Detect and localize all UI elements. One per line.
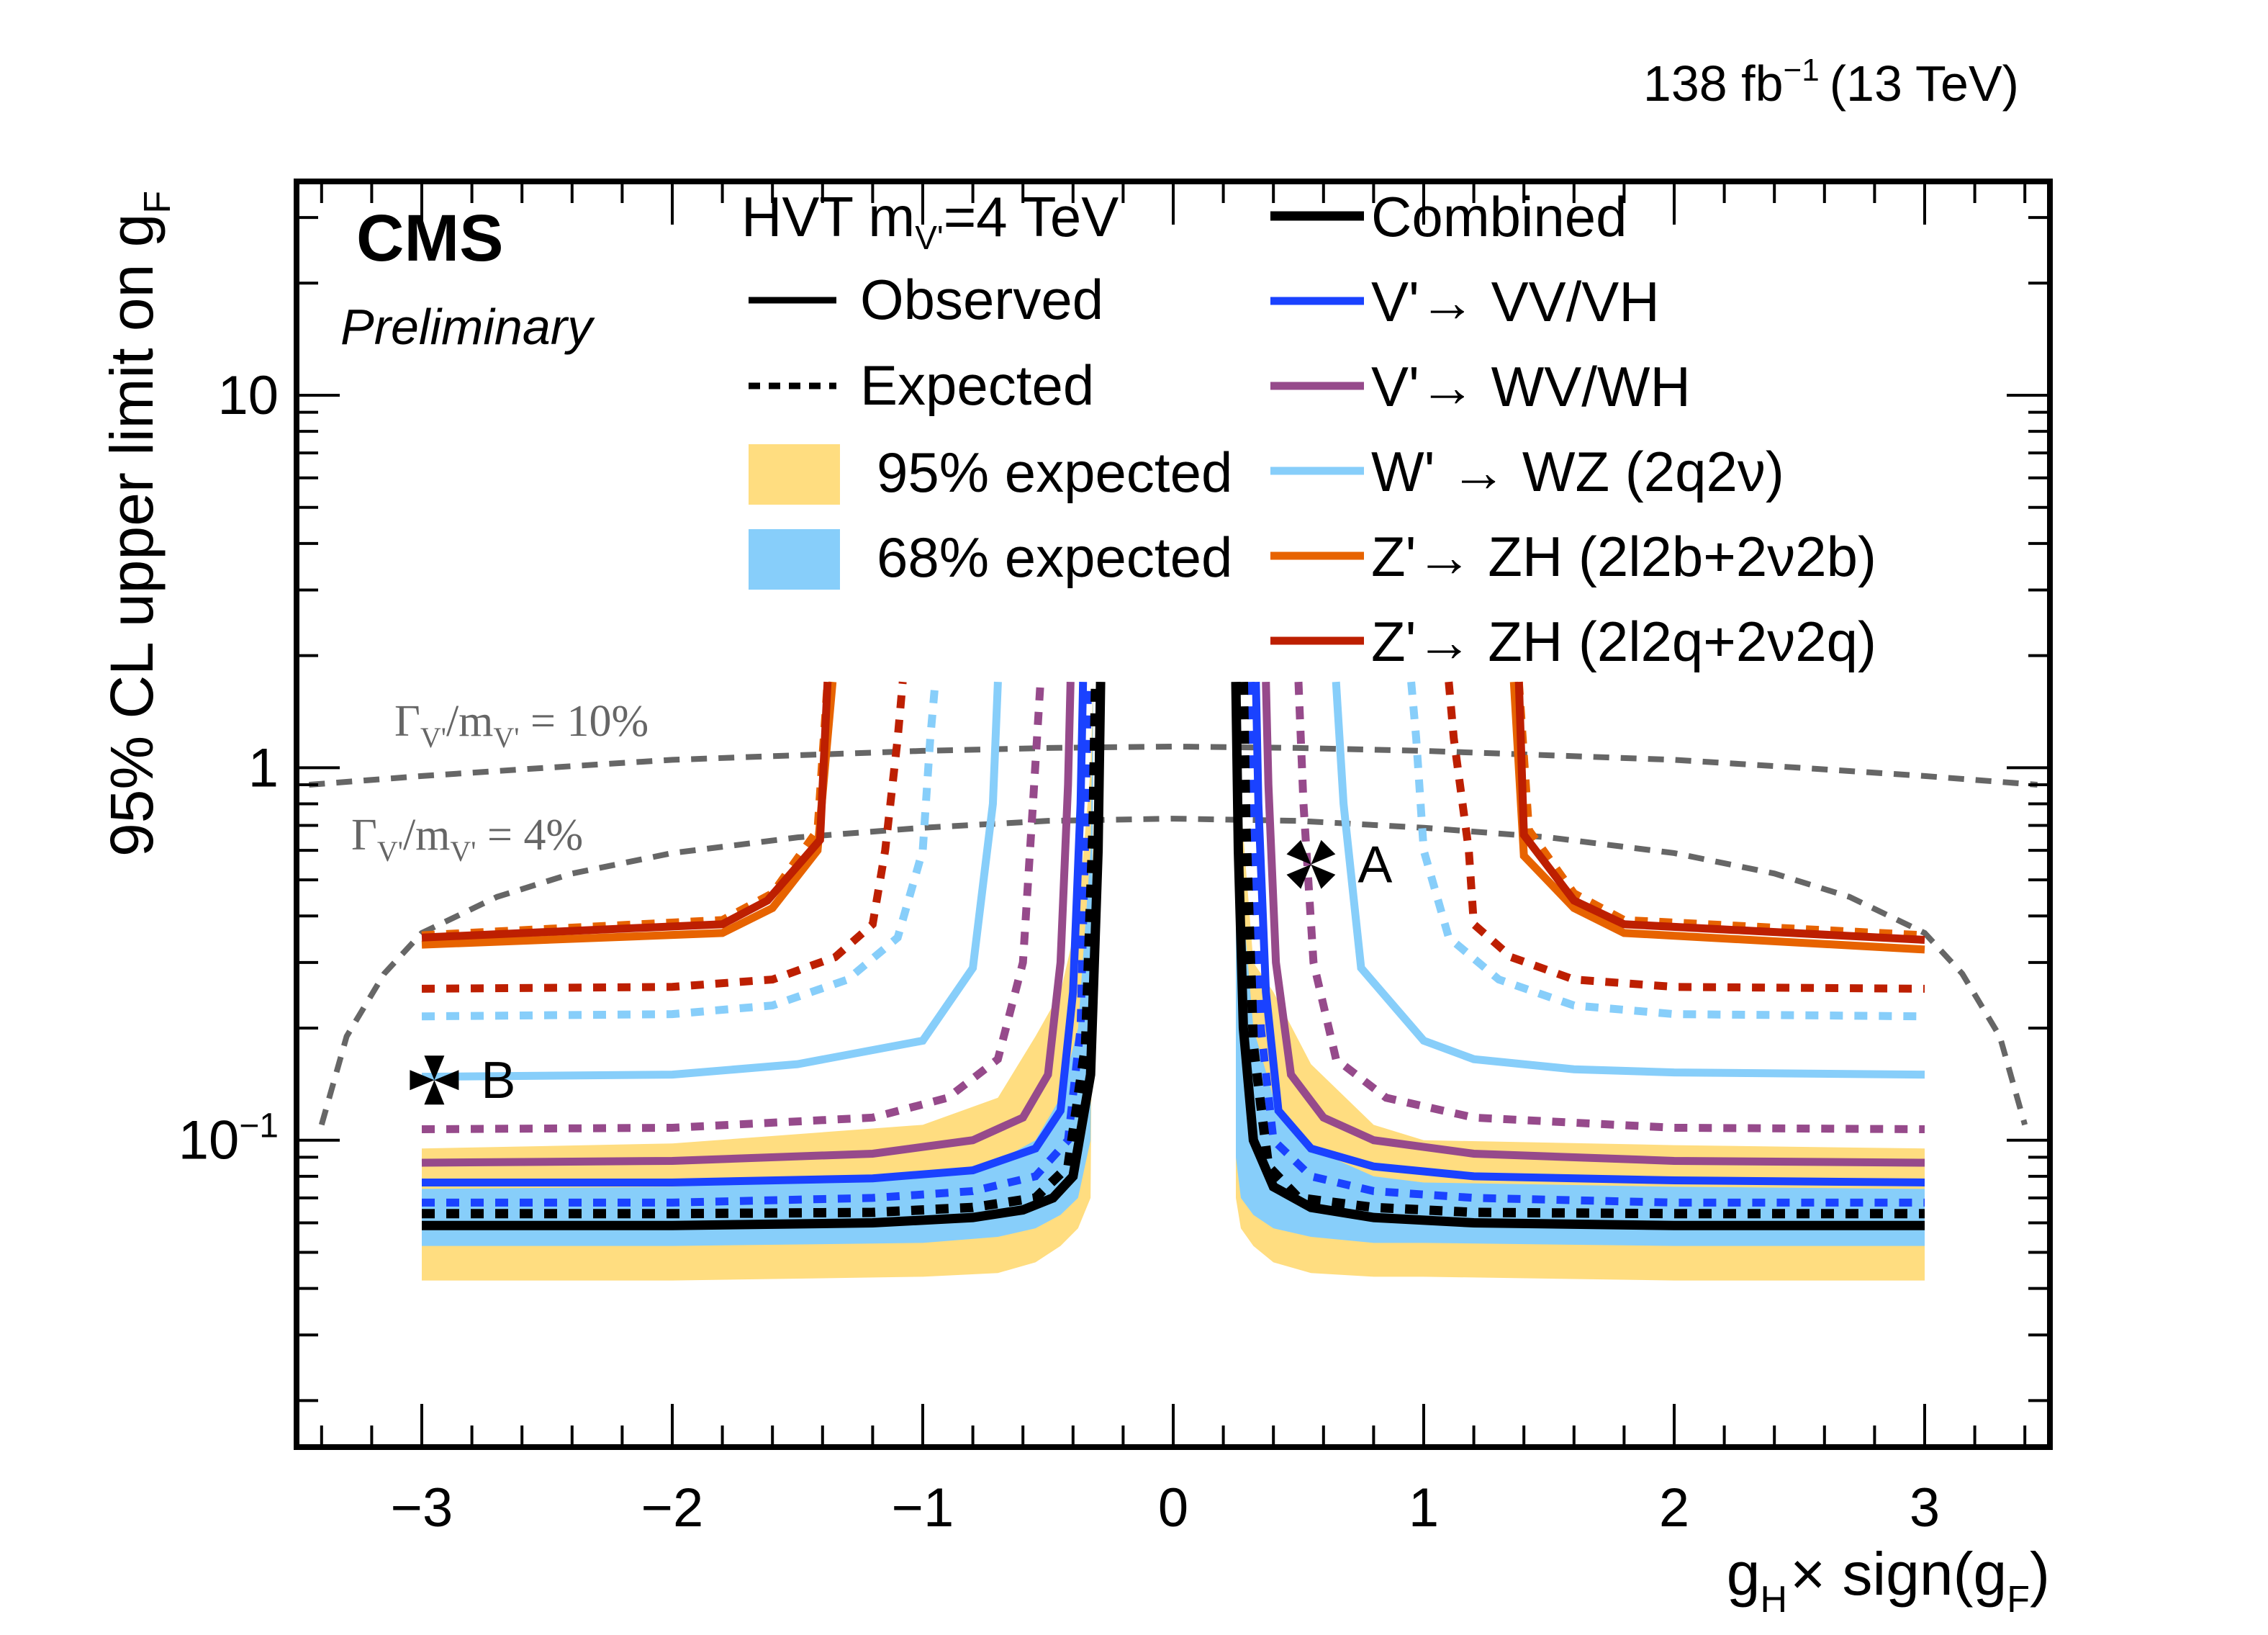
series-v-vv-vh-observed-right xyxy=(1252,682,1925,1186)
series-combined-observed-right xyxy=(1231,682,1925,1230)
legend-channel-label: Z'→ ZH (2l2q+2ν2q) xyxy=(1371,610,1876,673)
legend-observed-label: Observed xyxy=(860,268,1103,331)
legend: HVT mV'=4 TeV Observed Expected 95% expe… xyxy=(741,185,1876,673)
marker-a xyxy=(1286,839,1336,889)
y-tick-label: 1 xyxy=(248,737,279,798)
legend-95-label: 95% expected xyxy=(877,441,1232,504)
x-tick-label: −3 xyxy=(391,1477,453,1539)
lumi-label: 138 fb−1 (13 TeV) xyxy=(1643,53,2019,112)
x-tick-label: 1 xyxy=(1409,1477,1439,1539)
band-68-right xyxy=(1236,682,1925,1246)
marker-arm xyxy=(1286,864,1311,889)
legend-channel-label: W' → WZ (2q2ν) xyxy=(1371,440,1784,503)
x-tick-label: 3 xyxy=(1910,1477,1940,1539)
series-z-zh-2l2b-2-2b-observed-right xyxy=(1509,681,1925,954)
marker-arm xyxy=(1311,864,1336,889)
marker-arm xyxy=(424,1055,445,1081)
legend-expected-label: Expected xyxy=(860,353,1094,417)
y-tick-label: 10−1 xyxy=(179,1107,279,1171)
legend-channel-label: V'→ VV/VH xyxy=(1371,270,1660,333)
series-v-wv-wh-observed-right xyxy=(1262,681,1925,1167)
legend-header: HVT mV'=4 TeV xyxy=(741,185,1119,256)
series-v-vv-vh-expected-right xyxy=(1247,682,1925,1207)
marker-b-label: B xyxy=(481,1052,515,1109)
series-z-zh-2l2b-2-2b-expected-right xyxy=(1514,681,1925,940)
x-tick-label: −1 xyxy=(892,1477,954,1539)
legend-channel-label: Z'→ ZH (2l2b+2ν2b) xyxy=(1371,525,1876,588)
y-tick-label: 10 xyxy=(217,365,279,426)
legend-68-swatch xyxy=(749,529,840,590)
series-v-wv-wh-observed-left xyxy=(421,681,1075,1167)
preliminary-label: Preliminary xyxy=(340,299,595,355)
y-axis-title: 95% CL upper limit on gF xyxy=(98,191,179,857)
x-tick-label: 0 xyxy=(1158,1477,1188,1539)
series-combined-observed-left xyxy=(422,682,1106,1230)
marker-b xyxy=(410,1055,459,1105)
cms-label: CMS xyxy=(356,202,503,275)
width-contours xyxy=(309,743,2038,1126)
marker-arm xyxy=(434,1070,459,1091)
series-v-vv-vh-observed-left xyxy=(422,682,1088,1186)
series-v-wv-wh-expected-right xyxy=(1294,681,1925,1134)
series-z-zh-2l2q-2-2q-expected-left xyxy=(421,681,907,993)
marker-a-label: A xyxy=(1357,837,1392,894)
width-contour-10pct xyxy=(309,743,2038,788)
legend-channel-label: Combined xyxy=(1371,185,1627,248)
series-z-zh-2l2q-2-2q-observed-left xyxy=(421,681,832,942)
legend-68-label: 68% expected xyxy=(877,526,1232,589)
x-tick-label: 2 xyxy=(1659,1477,1689,1539)
x-axis-title: gH× sign(gF) xyxy=(1727,1540,2050,1621)
limit-curves xyxy=(421,681,1925,1230)
marker-arm xyxy=(410,1070,435,1091)
uncertainty-bands xyxy=(422,682,1925,1281)
series-z-zh-2l2q-2-2q-expected-right xyxy=(1445,681,1925,993)
benchmark-markers: AB xyxy=(410,837,1392,1109)
series-w-wz-2q2-expected-right xyxy=(1407,681,1925,1021)
series-combined-expected-left xyxy=(422,682,1101,1219)
marker-arm xyxy=(424,1080,445,1105)
axes: −3 −2 −1 0 1 2 3 10−1 1 10 xyxy=(179,179,2053,1539)
band-95-left xyxy=(422,682,1093,1281)
x-tick-label: −2 xyxy=(641,1477,704,1539)
legend-channel-label: V'→ WV/WH xyxy=(1371,355,1691,418)
series-v-vv-vh-expected-left xyxy=(422,682,1093,1207)
width-contour-4pct xyxy=(318,816,2028,1126)
band-68-left xyxy=(422,682,1093,1246)
width-label-4pct: ΓV'/mV' = 4% xyxy=(351,811,583,868)
marker-arm xyxy=(1311,839,1336,865)
legend-95-swatch xyxy=(749,444,840,505)
marker-arm xyxy=(1286,839,1311,865)
width-label-10pct: ΓV'/mV' = 10% xyxy=(394,697,649,754)
series-w-wz-2q2-observed-left xyxy=(421,681,1002,1081)
series-combined-expected-right xyxy=(1238,682,1925,1219)
series-w-wz-2q2-observed-right xyxy=(1332,681,1925,1079)
series-z-zh-2l2q-2-2q-observed-right xyxy=(1514,681,1925,944)
